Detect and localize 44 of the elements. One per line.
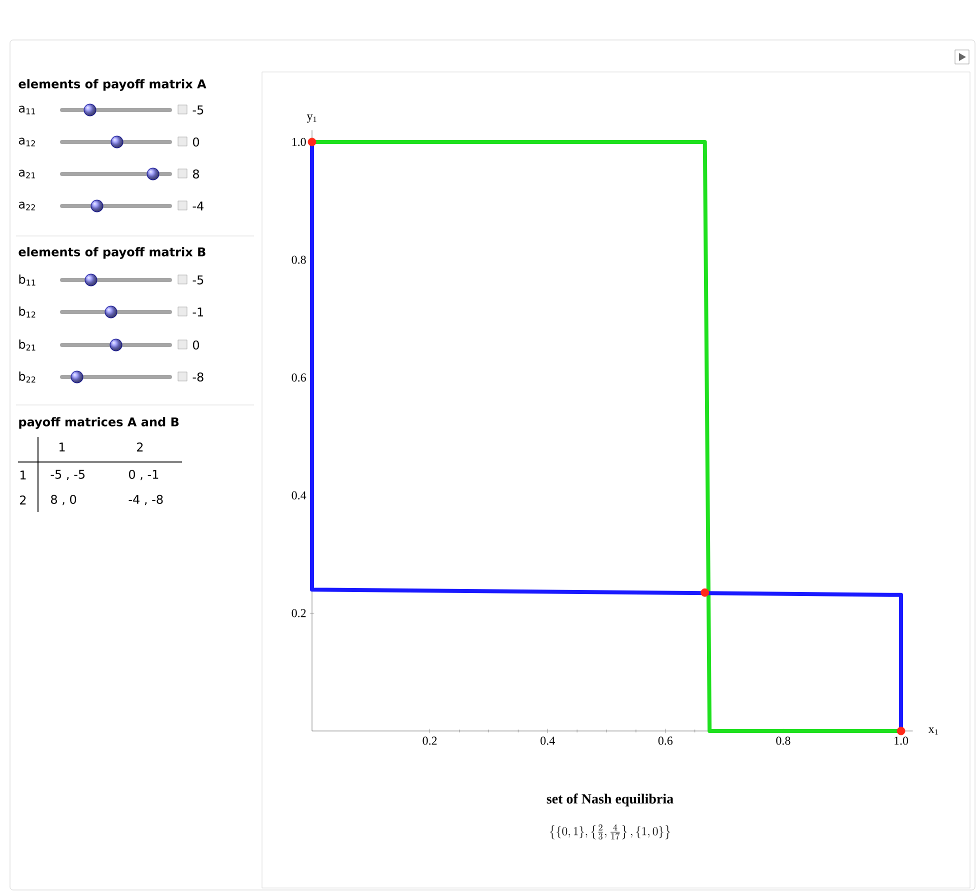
y-tick-label: 0.2 bbox=[292, 609, 306, 618]
text: b$_{21}$ bbox=[19, 340, 36, 350]
y-tick-label: 0.6 bbox=[292, 373, 306, 382]
y-tick-label: 0.4 bbox=[292, 491, 306, 500]
x-tick-label: 0.6 bbox=[658, 736, 673, 745]
x-tick-label: 1.0 bbox=[894, 736, 908, 745]
text: a$_{22}$ bbox=[18, 202, 35, 210]
text: 1 bbox=[20, 470, 26, 480]
text: 2 bbox=[20, 496, 26, 504]
point bbox=[896, 726, 906, 736]
x-tick-label: 0.4 bbox=[540, 736, 555, 745]
text: b$_{12}$ bbox=[19, 306, 36, 318]
text: -8 bbox=[192, 372, 204, 382]
text: 8 bbox=[193, 169, 200, 179]
text: $\left\{\{0, 1\}, \left\{\frac{2}{3}, \frac{4}{17}\right\}, \{1, 0\}\right\}$ bbox=[550, 824, 670, 840]
text: 8 , 0 bbox=[51, 494, 76, 506]
y-tick-label: 1.0 bbox=[292, 138, 306, 146]
text: -5 bbox=[192, 276, 204, 284]
text: -5 bbox=[192, 106, 204, 114]
point bbox=[308, 138, 316, 146]
text: b$_{11}$ bbox=[19, 274, 36, 286]
x-axis-title: x$_{1}$ bbox=[928, 727, 938, 735]
x-tick-label: 0.8 bbox=[776, 736, 790, 745]
text: b$_{22}$ bbox=[19, 372, 36, 382]
text: 0 bbox=[192, 340, 200, 350]
text: 0 bbox=[192, 137, 200, 147]
text: elements of payoff matrix A bbox=[18, 79, 206, 91]
text: set of Nash equilibria bbox=[546, 794, 674, 806]
y-tick-label: 0.8 bbox=[292, 256, 306, 264]
text: -5 , -5 bbox=[50, 470, 85, 480]
text: a$_{21}$ bbox=[18, 170, 35, 178]
text: -4 , -8 bbox=[128, 494, 163, 506]
text: a$_{12}$ bbox=[18, 138, 35, 146]
text: a$_{11}$ bbox=[18, 106, 35, 114]
text: 2 bbox=[137, 442, 143, 452]
text: 1 bbox=[60, 442, 65, 452]
y-axis-title: y$_{1}$ bbox=[306, 114, 316, 123]
point bbox=[700, 588, 710, 597]
text: payoff matrices A and B bbox=[19, 417, 179, 429]
text: elements of payoff matrix B bbox=[18, 247, 206, 259]
x-tick-label: 0.2 bbox=[422, 736, 437, 745]
text: -4 bbox=[192, 202, 204, 210]
text: 0 , -1 bbox=[128, 470, 158, 480]
text: -1 bbox=[192, 308, 204, 316]
